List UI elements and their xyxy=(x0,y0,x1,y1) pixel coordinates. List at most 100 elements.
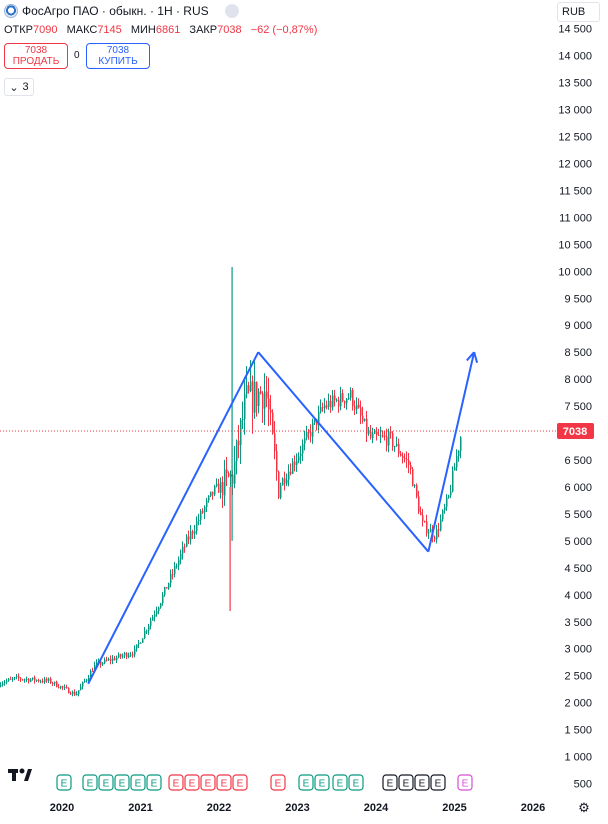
candle-body xyxy=(8,678,10,681)
trend-drawing[interactable] xyxy=(87,351,479,685)
candle-body xyxy=(332,395,334,408)
candle-body xyxy=(286,479,288,484)
candle-body xyxy=(10,678,12,680)
time-tick: 2022 xyxy=(207,802,231,814)
candle-body xyxy=(52,682,54,684)
candle-body xyxy=(164,587,166,595)
candle-body xyxy=(348,397,350,399)
candle-body xyxy=(258,391,260,407)
svg-text:E: E xyxy=(435,779,442,790)
candle-body xyxy=(260,391,262,394)
candle-body xyxy=(268,398,270,410)
indicators-toggle-button[interactable]: ⌄ 3 xyxy=(4,78,34,96)
candle-body xyxy=(122,655,124,657)
event-marker[interactable]: E xyxy=(168,774,184,791)
price-axis[interactable]: 500 1 000 1 500 2 000 2 500 3 000 3 500 4 000 4 … xyxy=(558,24,592,791)
candle-body xyxy=(392,433,394,447)
price-tick: 5 500 xyxy=(564,509,592,521)
change-value: −62 (−0,87%) xyxy=(250,24,318,36)
event-marker[interactable]: E xyxy=(98,774,114,791)
arrow-head xyxy=(466,351,475,362)
svg-text:E: E xyxy=(119,779,126,790)
candle-body xyxy=(172,573,174,575)
candle-body xyxy=(26,678,28,680)
candle-body xyxy=(240,420,242,446)
candle-body xyxy=(398,443,400,454)
event-marker[interactable]: E xyxy=(298,774,314,791)
candle-body xyxy=(218,483,220,493)
candle-body xyxy=(194,531,196,534)
event-marker[interactable]: E xyxy=(414,774,430,791)
event-marker[interactable]: E xyxy=(146,774,162,791)
buy-label: КУПИТЬ xyxy=(98,56,138,67)
candle-body xyxy=(416,485,418,497)
svg-text:E: E xyxy=(237,779,244,790)
candle-body xyxy=(86,679,88,681)
price-tick: 12 000 xyxy=(558,158,592,170)
candle-body xyxy=(90,670,92,678)
candle-body xyxy=(428,532,430,534)
candle-body xyxy=(352,390,354,407)
time-axis[interactable]: 2020 2021 2022 2023 2024 2025 2026 xyxy=(50,802,545,814)
candle-body xyxy=(176,565,178,567)
sell-button[interactable]: 7038 ПРОДАТЬ xyxy=(4,43,68,69)
symbol-legend: ФосАгро ПАО · обыкн. · 1Н · RUS xyxy=(4,4,239,18)
company-logo-icon xyxy=(4,4,18,18)
price-tick: 7 500 xyxy=(564,401,592,413)
event-marker[interactable]: E xyxy=(382,774,398,791)
candle-body xyxy=(56,681,58,687)
symbol-title[interactable]: ФосАгро ПАО · обыкн. · 1Н · RUS xyxy=(22,4,209,18)
candle-body xyxy=(198,519,200,522)
candle-body xyxy=(264,391,266,409)
candle-body xyxy=(274,433,276,452)
candle-body xyxy=(222,482,224,496)
time-tick: 2020 xyxy=(50,802,74,814)
candle-body xyxy=(134,648,136,655)
time-tick: 2025 xyxy=(442,802,466,814)
event-marker[interactable]: E xyxy=(184,774,200,791)
event-marker[interactable]: E xyxy=(232,774,248,791)
buy-button[interactable]: 7038 КУПИТЬ xyxy=(86,43,150,69)
event-marker[interactable]: E xyxy=(348,774,364,791)
price-tick: 1 500 xyxy=(564,725,592,737)
candle-body xyxy=(38,679,40,682)
candle-body xyxy=(360,407,362,416)
gear-icon[interactable]: ⚙ xyxy=(578,800,590,815)
event-marker[interactable]: E xyxy=(130,774,146,791)
candle-body xyxy=(214,486,216,495)
candle-body xyxy=(58,686,60,688)
candle-body xyxy=(320,407,322,412)
currency-selector[interactable]: RUB xyxy=(557,2,600,22)
candle-body xyxy=(296,460,298,465)
event-marker[interactable]: E xyxy=(114,774,130,791)
event-marker[interactable]: E xyxy=(200,774,216,791)
candle-body xyxy=(80,686,82,691)
candle-body xyxy=(404,458,406,460)
event-marker[interactable]: E xyxy=(56,774,72,791)
candle-body xyxy=(426,521,428,534)
candle-body xyxy=(94,664,96,672)
event-marker[interactable]: E xyxy=(430,774,446,791)
event-marker[interactable]: E xyxy=(314,774,330,791)
event-marker[interactable]: E xyxy=(457,774,473,791)
tradingview-logo[interactable] xyxy=(8,768,32,782)
candle-body xyxy=(30,679,32,682)
candle-body xyxy=(406,458,408,460)
candle-body xyxy=(102,663,104,665)
event-marker[interactable]: E xyxy=(270,774,286,791)
event-marker[interactable]: E xyxy=(332,774,348,791)
price-tick: 12 500 xyxy=(558,132,592,144)
event-marker[interactable]: E xyxy=(216,774,232,791)
candle-body xyxy=(136,644,138,649)
candle-body xyxy=(158,607,160,612)
candle-body xyxy=(460,437,462,451)
event-marker[interactable]: E xyxy=(398,774,414,791)
eye-icon[interactable] xyxy=(224,4,239,18)
candle-body xyxy=(290,471,292,474)
price-tick: 9 500 xyxy=(564,293,592,305)
event-marker[interactable]: E xyxy=(82,774,98,791)
candle-body xyxy=(420,511,422,516)
price-tick: 6 500 xyxy=(564,455,592,467)
